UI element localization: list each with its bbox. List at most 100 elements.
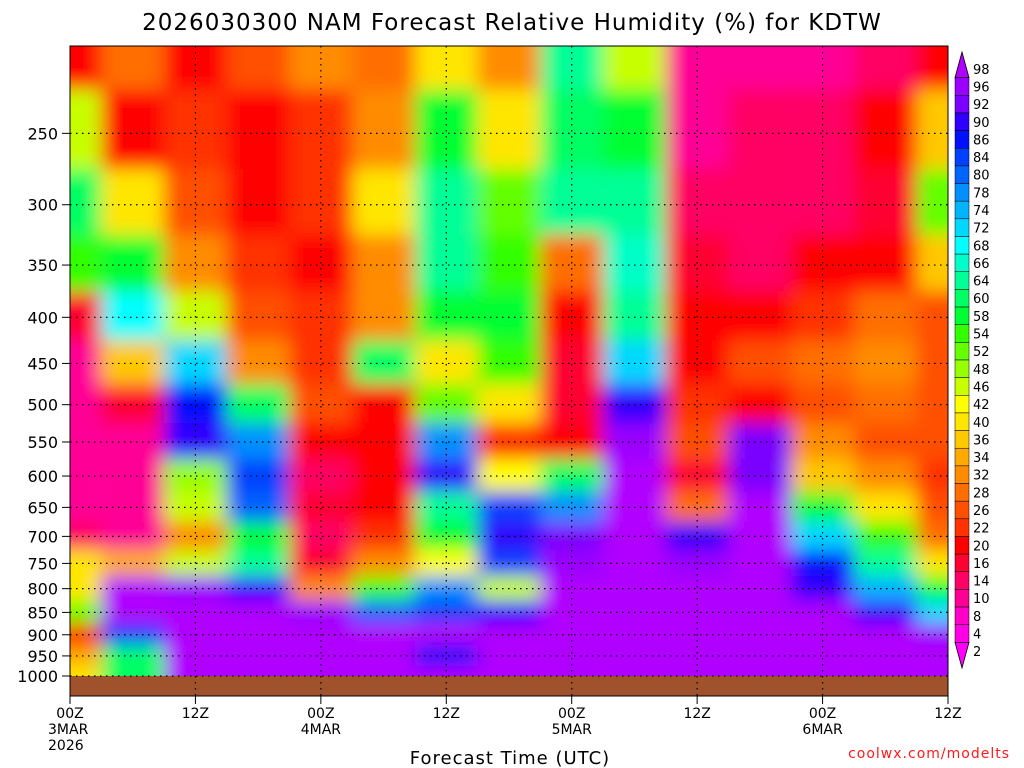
colorbar-label: 34	[973, 451, 990, 466]
x-tick-label: 5MAR	[552, 722, 593, 738]
colorbar-cap-bottom	[954, 641, 970, 670]
heatmap-cell	[791, 423, 854, 460]
colorbar-legend: 9896929086848078747268666460585452484642…	[954, 50, 990, 670]
heatmap-cell	[352, 89, 415, 170]
heatmap-cell	[70, 384, 102, 424]
heatmap-cell	[791, 89, 854, 170]
x-tick-label: 12Z	[433, 706, 460, 722]
heatmap-cell	[853, 600, 917, 624]
colorbar-swatch	[954, 359, 970, 378]
colorbar-swatch	[954, 271, 970, 290]
heatmap-cell	[603, 169, 666, 235]
heatmap-cell	[853, 491, 917, 522]
colorbar-swatch	[954, 500, 970, 520]
heatmap-cell	[70, 459, 102, 492]
colorbar-label: 72	[973, 222, 990, 237]
colorbar-swatch	[954, 218, 970, 237]
heatmap-cell	[352, 384, 415, 424]
heatmap-cell	[101, 384, 165, 424]
heatmap-cell	[853, 423, 917, 460]
colorbar-swatch	[954, 395, 970, 414]
heatmap-cell	[70, 645, 102, 666]
y-tick-label: 450	[27, 354, 58, 373]
colorbar-label: 36	[973, 433, 990, 448]
x-axis-label: Forecast Time (UTC)	[410, 748, 610, 768]
heatmap-cell	[352, 423, 415, 460]
heatmap-cell	[665, 423, 729, 460]
heatmap-cell	[101, 491, 165, 522]
heatmap-cell	[728, 169, 792, 235]
heatmap-cell	[853, 549, 917, 577]
heatmap-cell	[352, 169, 415, 235]
heatmap-cell	[101, 169, 165, 235]
heatmap-cell	[477, 384, 541, 424]
heatmap-cell	[916, 623, 948, 646]
heatmap-cell	[101, 576, 165, 601]
colorbar-swatch	[954, 95, 970, 114]
heatmap-cell	[101, 549, 165, 577]
heatmap-cell	[289, 384, 353, 424]
colorbar-label: 52	[973, 345, 990, 360]
heatmap-cell	[414, 459, 478, 492]
heatmap-cell	[414, 600, 478, 624]
heatmap-cell	[916, 521, 948, 550]
colorbar-swatch	[954, 130, 970, 149]
heatmap-cell	[101, 291, 165, 341]
y-tick-label: 300	[27, 196, 58, 215]
heatmap-cell	[226, 645, 290, 666]
colorbar-swatch	[954, 253, 970, 273]
colorbar-label: 84	[973, 151, 990, 166]
heatmap-cell	[477, 46, 541, 90]
y-tick-label: 900	[27, 626, 58, 645]
heatmap-cell	[665, 645, 729, 666]
heatmap-cell	[226, 459, 290, 492]
y-tick-label: 550	[27, 433, 58, 452]
colorbar-swatch	[954, 324, 970, 343]
heatmap-cell	[540, 89, 604, 170]
heatmap-cell	[414, 384, 478, 424]
heatmap-cell	[164, 423, 227, 460]
heatmap-cell	[164, 169, 227, 235]
plot-frame	[69, 45, 949, 697]
heatmap-cell	[101, 340, 165, 385]
heatmap-cell	[477, 459, 541, 492]
heatmap-cell	[728, 645, 792, 666]
colorbar-label: 48	[973, 363, 990, 378]
colorbar-label: 32	[973, 469, 990, 484]
heatmap-cell	[101, 46, 165, 90]
heatmap-cell	[352, 234, 415, 292]
x-tick-label: 3MAR	[48, 722, 89, 738]
colorbar-label: 26	[973, 504, 990, 519]
x-tick-label: 6MAR	[802, 722, 843, 738]
heatmap-cell	[665, 459, 729, 492]
heatmap-cell	[540, 459, 604, 492]
colorbar-swatch	[954, 536, 970, 555]
heatmap-cell	[603, 46, 666, 90]
y-tick-label: 600	[27, 467, 58, 486]
colorbar-label: 54	[973, 328, 990, 343]
heatmap-cell	[164, 600, 227, 624]
colorbar-label: 98	[973, 63, 990, 78]
colorbar-swatch	[954, 306, 970, 325]
heatmap-cell	[164, 89, 227, 170]
heatmap-cell	[853, 576, 917, 601]
heatmap-cell	[352, 291, 415, 341]
heatmap-cell	[70, 576, 102, 601]
colorbar-swatch	[954, 236, 970, 255]
colorbar-swatch	[954, 289, 970, 308]
heatmap-cell	[728, 291, 792, 341]
colorbar-swatch	[954, 165, 970, 184]
heatmap-cell	[853, 340, 917, 385]
heatmap-cell	[665, 600, 729, 624]
heatmap-cell	[101, 459, 165, 492]
y-tick-label: 1000	[17, 667, 58, 686]
heatmap-cell	[853, 459, 917, 492]
y-tick-label: 850	[27, 603, 58, 622]
colorbar-swatch	[954, 518, 970, 537]
heatmap-cell	[728, 549, 792, 577]
colorbar-swatch	[954, 553, 970, 573]
colorbar-label: 90	[973, 116, 990, 131]
heatmap-cell	[916, 384, 948, 424]
colorbar-swatch	[954, 465, 970, 484]
heatmap-cell	[791, 459, 854, 492]
